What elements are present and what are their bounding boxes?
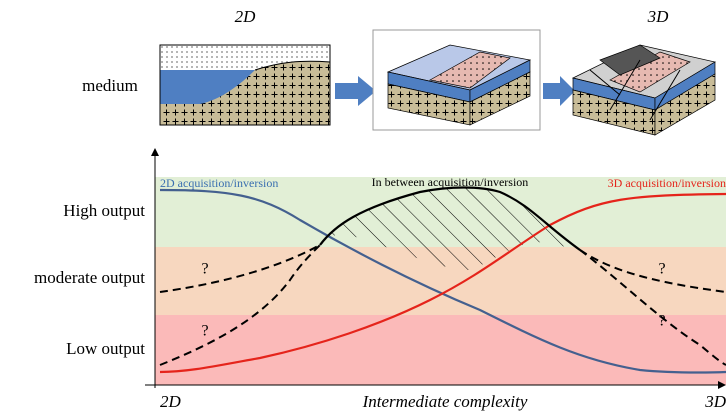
question: ? (201, 323, 208, 340)
curve-between (319, 186, 581, 251)
curve-label: In between acquisition/inversion (372, 175, 529, 189)
curve-label: 3D acquisition/inversion (608, 176, 726, 190)
row-label: medium (82, 76, 138, 95)
medium-2d (159, 44, 331, 126)
panel-title: 2D (235, 7, 257, 26)
question: ? (201, 261, 208, 278)
x-label: Intermediate complexity (362, 392, 528, 411)
medium-intermediate (372, 29, 541, 131)
curve-label: 2D acquisition/inversion (160, 176, 278, 190)
uncertain-curves (159, 244, 726, 366)
band-low (155, 315, 726, 385)
panel-title: 3D (647, 7, 670, 26)
question: ? (658, 313, 665, 330)
hatch (320, 187, 580, 270)
question: ? (658, 261, 665, 278)
level-label: moderate output (34, 268, 145, 287)
level-label: High output (63, 201, 145, 220)
curve-3d (159, 192, 726, 374)
medium-3d (571, 44, 716, 136)
x-label: 2D (160, 392, 182, 411)
arrow (543, 76, 575, 106)
curve-2d (159, 188, 726, 374)
arrow (335, 76, 376, 106)
level-label: Low output (66, 339, 145, 358)
x-label: 3D (704, 392, 726, 411)
